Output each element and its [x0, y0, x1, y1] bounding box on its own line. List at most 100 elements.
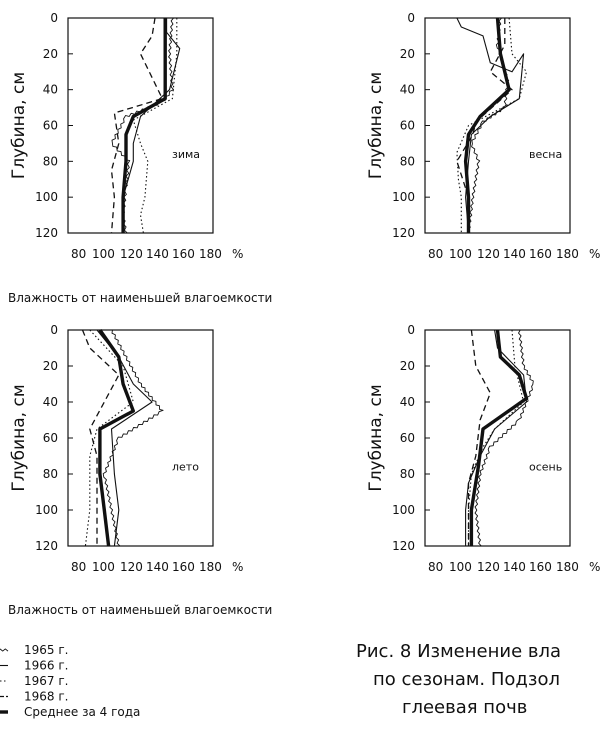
- caption-line-3: глеевая почв: [402, 697, 527, 718]
- y-tick-label: 100: [35, 190, 58, 204]
- y-tick-label: 80: [400, 467, 415, 481]
- y-tick-label: 20: [400, 359, 415, 373]
- y-tick-label: 100: [392, 190, 415, 204]
- x-axis-label-bottom: Влажность от наименьшей влагоемкости: [8, 603, 272, 617]
- y-tick-label: 100: [35, 503, 58, 517]
- season-label: лето: [172, 460, 199, 473]
- y-tick-label: 80: [43, 154, 58, 168]
- x-tick-label: 100: [449, 560, 472, 574]
- y-tick-label: 20: [43, 47, 58, 61]
- y-tick-label: 0: [407, 323, 415, 337]
- y-tick-label: 80: [43, 467, 58, 481]
- season-label: весна: [529, 148, 562, 161]
- x-tick-label: 180: [556, 247, 579, 261]
- caption-line-2: по сезонам. Подзол: [373, 669, 560, 690]
- legend-label: 1965 г.: [24, 643, 68, 657]
- x-tick-label: 180: [199, 560, 222, 574]
- y-tick-label: 20: [400, 47, 415, 61]
- x-tick-label: 120: [120, 247, 143, 261]
- x-tick-label: 80: [71, 560, 86, 574]
- x-tick-label: 160: [172, 560, 195, 574]
- series-line-thin-wavy: [102, 329, 164, 547]
- y-tick-label: 60: [400, 431, 415, 445]
- plot-frame: [424, 17, 571, 234]
- series-line-dotted: [467, 329, 525, 546]
- legend-label: 1966 г.: [24, 659, 68, 673]
- legend-label: 1968 г.: [24, 690, 68, 704]
- x-tick-label: 100: [92, 560, 115, 574]
- series-line-dashed: [456, 18, 513, 233]
- caption-line-1: Рис. 8 Изменение вла: [356, 641, 561, 662]
- y-tick-label: 60: [43, 119, 58, 133]
- x-tick-label: 120: [120, 560, 143, 574]
- y-tick-label: 40: [400, 83, 415, 97]
- x-unit-label: %: [589, 560, 600, 574]
- x-unit-label: %: [232, 247, 243, 261]
- x-tick-label: 140: [503, 560, 526, 574]
- plot-frame: [67, 17, 214, 234]
- series-line-thick: [98, 329, 135, 547]
- y-tick-label: 40: [43, 395, 58, 409]
- x-tick-label: 80: [428, 247, 443, 261]
- y-tick-label: 80: [400, 154, 415, 168]
- y-axis-label: Глубина, см: [9, 72, 29, 179]
- y-tick-label: 120: [35, 539, 58, 553]
- y-axis-label: Глубина, см: [366, 384, 386, 491]
- y-tick-label: 0: [407, 11, 415, 25]
- x-tick-label: 160: [529, 247, 552, 261]
- series-line-thick: [469, 329, 529, 546]
- y-tick-label: 60: [43, 431, 58, 445]
- series-line-dashed: [81, 329, 120, 546]
- x-tick-label: 160: [172, 247, 195, 261]
- y-tick-label: 60: [400, 119, 415, 133]
- y-tick-label: 0: [50, 11, 58, 25]
- y-tick-label: 120: [392, 226, 415, 240]
- x-axis-label-top: Влажность от наименьшей влагоемкости: [8, 291, 272, 305]
- legend-label: 1967 г.: [24, 674, 68, 688]
- series-line-dotted: [84, 329, 134, 547]
- y-axis-label: Глубина, см: [366, 72, 386, 179]
- series-line-dashed: [110, 17, 163, 234]
- x-tick-label: 100: [92, 247, 115, 261]
- series-line-thin-wavy: [474, 329, 534, 547]
- y-tick-label: 100: [392, 503, 415, 517]
- x-tick-label: 180: [556, 560, 579, 574]
- y-tick-label: 0: [50, 323, 58, 337]
- series-line-thin: [456, 17, 525, 234]
- series-line-thin: [122, 18, 181, 233]
- x-tick-label: 120: [477, 247, 500, 261]
- x-tick-label: 80: [428, 560, 443, 574]
- plot-frame: [424, 329, 571, 547]
- series-line-dotted: [456, 17, 528, 233]
- legend-label: Среднее за 4 года: [24, 705, 140, 719]
- y-tick-label: 40: [43, 83, 58, 97]
- figure-caption: Рис. 8 Изменение вла по сезонам. Подзол …: [356, 641, 561, 718]
- x-unit-label: %: [232, 560, 243, 574]
- y-tick-label: 120: [35, 226, 58, 240]
- y-tick-label: 120: [392, 539, 415, 553]
- season-label: осень: [529, 460, 562, 473]
- series-line-thick: [463, 17, 511, 233]
- x-tick-label: 120: [477, 560, 500, 574]
- x-tick-label: 140: [146, 247, 169, 261]
- series-line-thick: [121, 18, 167, 233]
- x-tick-label: 140: [503, 247, 526, 261]
- y-tick-label: 20: [43, 359, 58, 373]
- legend-swatch-thin-wavy: [0, 648, 9, 652]
- y-axis-label: Глубина, см: [9, 384, 29, 491]
- x-tick-label: 100: [449, 247, 472, 261]
- season-label: зима: [172, 148, 200, 161]
- series-line-dotted: [132, 18, 178, 234]
- x-unit-label: %: [589, 247, 600, 261]
- x-tick-label: 180: [199, 247, 222, 261]
- series-line-dashed: [467, 329, 491, 546]
- y-tick-label: 40: [400, 395, 415, 409]
- legend: 1965 г. 1966 г.1967 г. 1968 г.Среднее за 4…: [0, 643, 140, 719]
- x-tick-label: 160: [529, 560, 552, 574]
- x-tick-label: 140: [146, 560, 169, 574]
